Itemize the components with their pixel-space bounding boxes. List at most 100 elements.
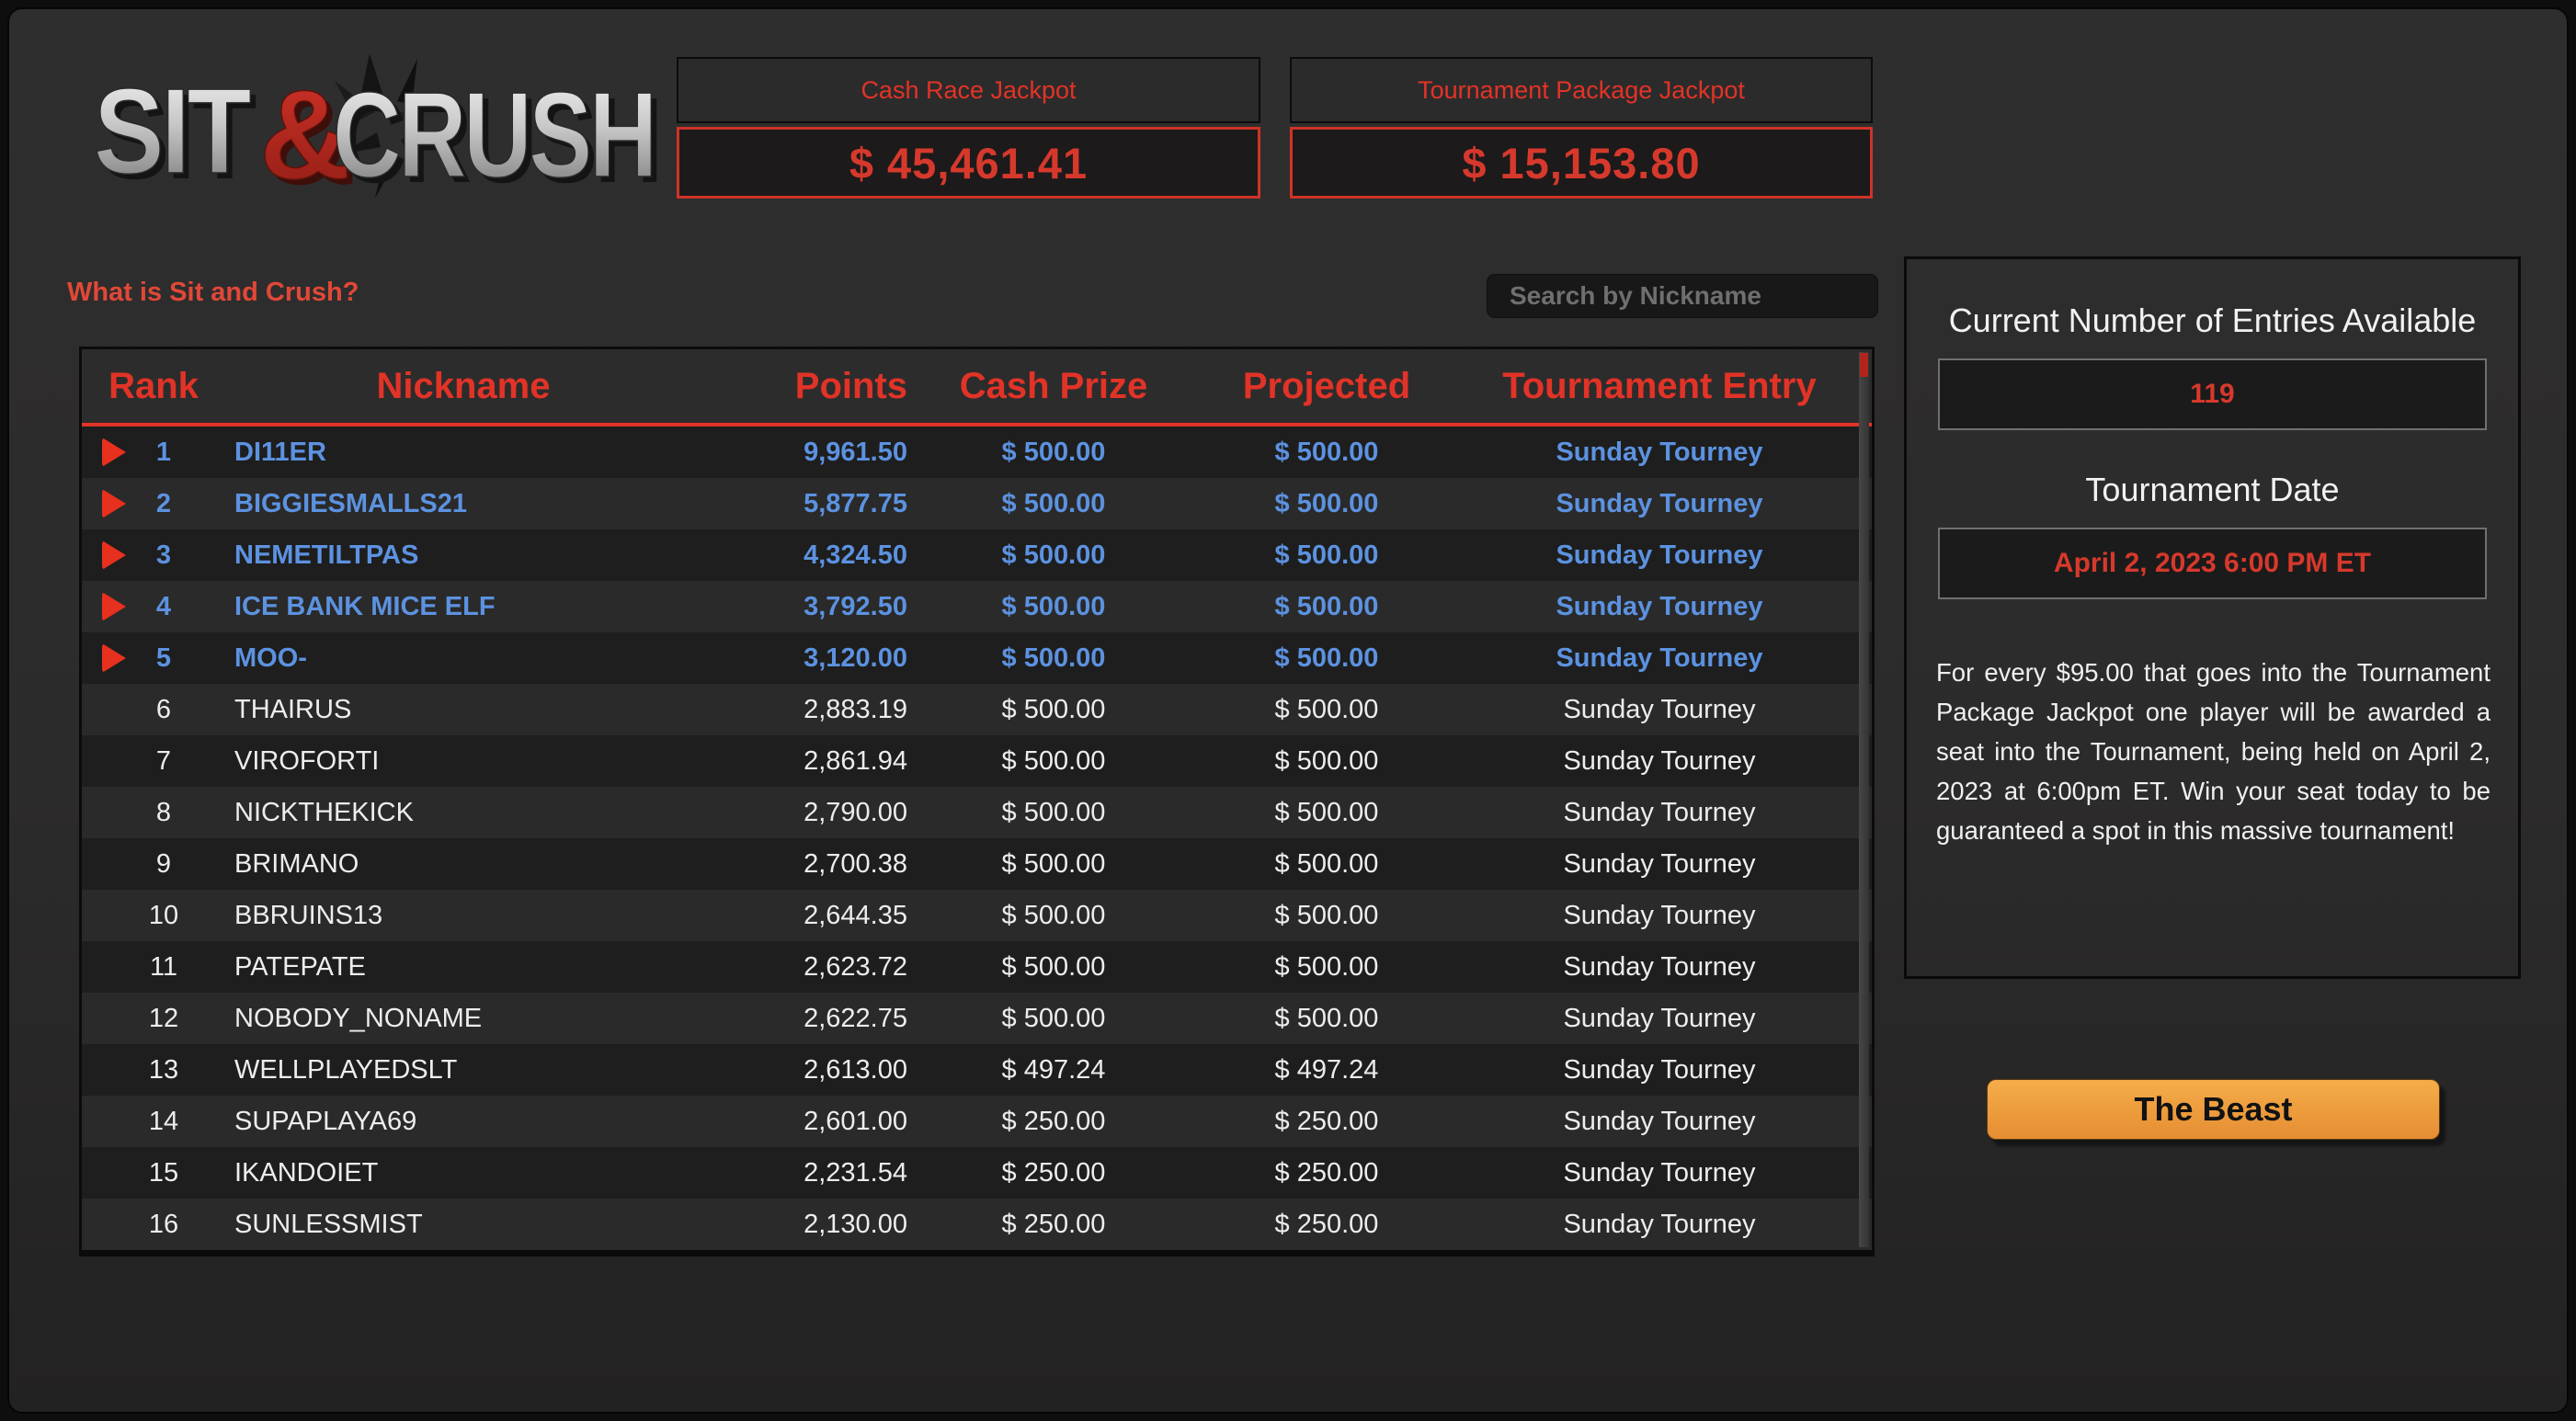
tournament-info-panel: Current Number of Entries Available 119 …: [1904, 256, 2521, 979]
points-cell: 2,700.38: [804, 848, 907, 879]
table-row[interactable]: 2 BIGGIESMALLS21 5,877.75 $ 500.00 $ 500…: [82, 478, 1872, 529]
nickname-cell: VIROFORTI: [234, 745, 380, 776]
tournament-entry-cell: Sunday Tourney: [1556, 642, 1763, 673]
row-expand-arrow-icon[interactable]: [102, 540, 126, 570]
cash-race-jackpot-value: $ 45,461.41: [677, 127, 1260, 199]
tournament-entry-cell: Sunday Tourney: [1556, 437, 1763, 467]
points-cell: 2,623.72: [804, 951, 907, 982]
points-cell: 2,644.35: [804, 900, 907, 930]
points-cell: 2,622.75: [804, 1003, 907, 1033]
nickname-cell: THAIRUS: [234, 694, 352, 724]
points-cell: 2,130.00: [804, 1209, 907, 1239]
points-cell: 2,601.00: [804, 1106, 907, 1136]
projected-cell: $ 500.00: [1274, 745, 1379, 776]
cash-prize-cell: $ 500.00: [1001, 745, 1106, 776]
table-row[interactable]: 14 SUPAPLAYA69 2,601.00 $ 250.00 $ 250.0…: [82, 1096, 1872, 1147]
rank-cell: 12: [148, 1003, 179, 1033]
cash-prize-cell: $ 500.00: [1001, 1003, 1106, 1033]
table-row[interactable]: 4 ICE BANK MICE ELF 3,792.50 $ 500.00 $ …: [82, 581, 1872, 632]
table-row[interactable]: 7 VIROFORTI 2,861.94 $ 500.00 $ 500.00 S…: [82, 735, 1872, 787]
nickname-cell: IKANDOIET: [234, 1157, 379, 1188]
rank-cell: 5: [155, 642, 172, 673]
nickname-cell: SUNLESSMIST: [234, 1209, 423, 1239]
tournament-entry-cell: Sunday Tourney: [1563, 1106, 1756, 1136]
nickname-cell: NEMETILTPAS: [234, 540, 419, 570]
logo-text-ampersand: &: [259, 64, 351, 206]
tournament-package-jackpot: Tournament Package Jackpot $ 15,153.80: [1290, 57, 1873, 199]
row-expand-arrow-icon[interactable]: [102, 643, 126, 673]
projected-cell: $ 500.00: [1274, 591, 1379, 621]
table-row[interactable]: 6 THAIRUS 2,883.19 $ 500.00 $ 500.00 Sun…: [82, 684, 1872, 735]
nickname-cell: SUPAPLAYA69: [234, 1106, 417, 1136]
projected-cell: $ 500.00: [1274, 694, 1379, 724]
nickname-cell: NOBODY_NONAME: [234, 1003, 483, 1033]
tournament-entry-cell: Sunday Tourney: [1563, 1054, 1756, 1085]
table-row[interactable]: 12 NOBODY_NONAME 2,622.75 $ 500.00 $ 500…: [82, 993, 1872, 1044]
nickname-cell: NICKTHEKICK: [234, 797, 414, 827]
nickname-cell: ICE BANK MICE ELF: [234, 591, 496, 621]
search-input[interactable]: [1487, 274, 1878, 318]
header-points: Points: [794, 365, 907, 406]
table-row[interactable]: 16 SUNLESSMIST 2,130.00 $ 250.00 $ 250.0…: [82, 1199, 1872, 1250]
nickname-cell: MOO-: [234, 642, 307, 673]
table-row[interactable]: 9 BRIMANO 2,700.38 $ 500.00 $ 500.00 Sun…: [82, 838, 1872, 890]
table-row[interactable]: 11 PATEPATE 2,623.72 $ 500.00 $ 500.00 S…: [82, 941, 1872, 993]
nickname-cell: WELLPLAYEDSLT: [234, 1054, 458, 1085]
points-cell: 9,961.50: [804, 437, 907, 467]
header-nickname: Nickname: [376, 365, 551, 406]
table-row[interactable]: 13 WELLPLAYEDSLT 2,613.00 $ 497.24 $ 497…: [82, 1044, 1872, 1096]
points-cell: 2,790.00: [804, 797, 907, 827]
rank-cell: 7: [155, 745, 172, 776]
table-row[interactable]: 10 BBRUINS13 2,644.35 $ 500.00 $ 500.00 …: [82, 890, 1872, 941]
rank-cell: 16: [148, 1209, 179, 1239]
cash-prize-cell: $ 500.00: [1001, 642, 1106, 673]
tournament-entry-cell: Sunday Tourney: [1563, 797, 1756, 827]
cash-prize-cell: $ 500.00: [1001, 694, 1106, 724]
rank-cell: 9: [155, 848, 172, 879]
row-expand-arrow-icon[interactable]: [102, 438, 126, 467]
projected-cell: $ 500.00: [1274, 642, 1379, 673]
projected-cell: $ 250.00: [1274, 1157, 1379, 1188]
table-row[interactable]: 5 MOO- 3,120.00 $ 500.00 $ 500.00 Sunday…: [82, 632, 1872, 684]
table-row[interactable]: 15 IKANDOIET 2,231.54 $ 250.00 $ 250.00 …: [82, 1147, 1872, 1199]
cash-prize-cell: $ 500.00: [1001, 848, 1106, 879]
cash-prize-cell: $ 250.00: [1001, 1209, 1106, 1239]
table-row[interactable]: 8 NICKTHEKICK 2,790.00 $ 500.00 $ 500.00…: [82, 787, 1872, 838]
row-expand-arrow-icon[interactable]: [102, 489, 126, 518]
tournament-entry-cell: Sunday Tourney: [1563, 694, 1756, 724]
row-expand-arrow-icon[interactable]: [102, 592, 126, 621]
rank-cell: 2: [155, 488, 172, 518]
nickname-cell: DI11ER: [234, 437, 326, 467]
nickname-cell: BBRUINS13: [234, 900, 383, 930]
what-is-sit-and-crush-link[interactable]: What is Sit and Crush?: [67, 278, 359, 307]
table-scrollbar-thumb[interactable]: [1860, 353, 1868, 377]
rank-cell: 4: [155, 591, 172, 621]
tournament-entry-cell: Sunday Tourney: [1563, 900, 1756, 930]
table-row[interactable]: 1 DI11ER 9,961.50 $ 500.00 $ 500.00 Sund…: [82, 426, 1872, 478]
points-cell: 2,231.54: [804, 1157, 907, 1188]
table-scrollbar-track[interactable]: [1859, 352, 1869, 1247]
projected-cell: $ 500.00: [1274, 437, 1379, 467]
tournament-entry-cell: Sunday Tourney: [1563, 1209, 1756, 1239]
tournament-entry-cell: Sunday Tourney: [1563, 951, 1756, 982]
the-beast-button[interactable]: The Beast: [1987, 1079, 2440, 1140]
tournament-package-jackpot-label: Tournament Package Jackpot: [1290, 57, 1873, 123]
cash-prize-cell: $ 250.00: [1001, 1106, 1106, 1136]
rank-cell: 3: [155, 540, 172, 570]
rank-cell: 10: [148, 900, 179, 930]
projected-cell: $ 500.00: [1274, 951, 1379, 982]
cash-prize-cell: $ 500.00: [1001, 437, 1106, 467]
table-row[interactable]: 3 NEMETILTPAS 4,324.50 $ 500.00 $ 500.00…: [82, 529, 1872, 581]
projected-cell: $ 500.00: [1274, 540, 1379, 570]
header-rank: Rank: [108, 365, 199, 406]
rank-cell: 1: [155, 437, 172, 467]
rank-cell: 13: [148, 1054, 179, 1085]
nickname-cell: BIGGIESMALLS21: [234, 488, 467, 518]
rank-cell: 15: [148, 1157, 179, 1188]
tournament-package-jackpot-value: $ 15,153.80: [1290, 127, 1873, 199]
tournament-date-heading: Tournament Date: [2085, 471, 2340, 508]
svg-text:SIT: SIT: [99, 69, 256, 204]
main-page: SIT & CRUSH SIT & CRUSH Cash Race Jackpo…: [7, 7, 2569, 1414]
cash-prize-cell: $ 497.24: [1001, 1054, 1106, 1085]
rank-cell: 14: [148, 1106, 179, 1136]
